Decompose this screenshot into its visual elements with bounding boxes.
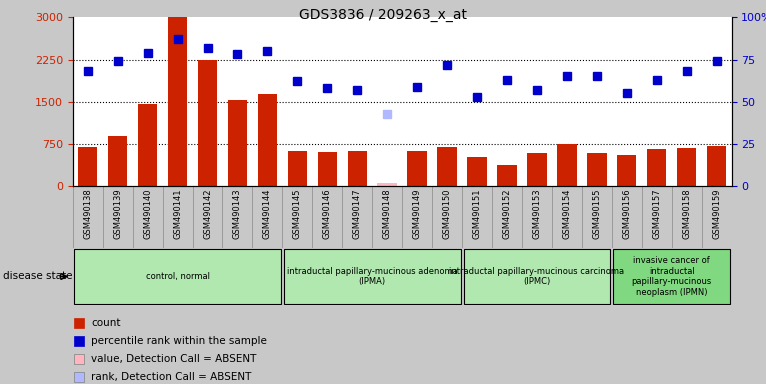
Bar [284,250,460,303]
Bar [78,147,97,186]
Text: GSM490139: GSM490139 [113,188,123,239]
Bar [467,157,486,186]
Bar [108,136,127,186]
Text: GSM490150: GSM490150 [443,188,452,238]
Bar [257,94,277,186]
Bar [168,17,188,186]
Bar [437,147,457,186]
Bar [378,184,397,186]
Text: GSM490138: GSM490138 [83,188,92,239]
Text: GSM490142: GSM490142 [203,188,212,238]
Text: GSM490147: GSM490147 [352,188,362,239]
Text: percentile rank within the sample: percentile rank within the sample [91,336,267,346]
Bar [677,148,696,186]
Bar [707,146,726,186]
Text: GSM490158: GSM490158 [682,188,691,239]
Text: invasive cancer of
intraductal
papillary-mucinous
neoplasm (IPMN): invasive cancer of intraductal papillary… [631,257,712,296]
Bar [287,151,307,186]
Bar [497,165,517,186]
Text: GSM490151: GSM490151 [473,188,482,238]
Text: GSM490149: GSM490149 [413,188,421,238]
Bar [228,99,247,186]
Text: value, Detection Call = ABSENT: value, Detection Call = ABSENT [91,354,257,364]
Text: intraductal papillary-mucinous carcinoma
(IPMC): intraductal papillary-mucinous carcinoma… [450,267,624,286]
Text: GSM490157: GSM490157 [652,188,661,239]
Text: GSM490141: GSM490141 [173,188,182,238]
Text: intraductal papillary-mucinous adenoma
(IPMA): intraductal papillary-mucinous adenoma (… [286,267,457,286]
Bar [138,104,157,186]
Text: GSM490143: GSM490143 [233,188,242,239]
Bar [408,151,427,186]
Bar [463,250,611,303]
Bar [527,153,547,186]
Bar [198,60,218,186]
Bar [617,155,637,186]
Bar [318,152,337,186]
Text: GSM490152: GSM490152 [502,188,512,238]
Text: control, normal: control, normal [146,272,210,281]
Text: GSM490156: GSM490156 [622,188,631,239]
Text: GSM490155: GSM490155 [592,188,601,238]
Bar [614,250,730,303]
Text: GSM490153: GSM490153 [532,188,542,239]
Text: disease state: disease state [3,271,73,281]
Bar [647,149,666,186]
Bar [74,250,281,303]
Text: rank, Detection Call = ABSENT: rank, Detection Call = ABSENT [91,372,251,382]
Text: count: count [91,318,120,328]
Text: GSM490148: GSM490148 [383,188,391,239]
Bar [348,151,367,186]
Text: GSM490140: GSM490140 [143,188,152,238]
Text: GSM490159: GSM490159 [712,188,721,238]
Text: GSM490145: GSM490145 [293,188,302,238]
Text: GDS3836 / 209263_x_at: GDS3836 / 209263_x_at [299,8,467,22]
Text: GSM490144: GSM490144 [263,188,272,238]
Bar [587,153,607,186]
Text: GSM490154: GSM490154 [562,188,571,238]
Text: GSM490146: GSM490146 [322,188,332,239]
Bar [557,144,577,186]
